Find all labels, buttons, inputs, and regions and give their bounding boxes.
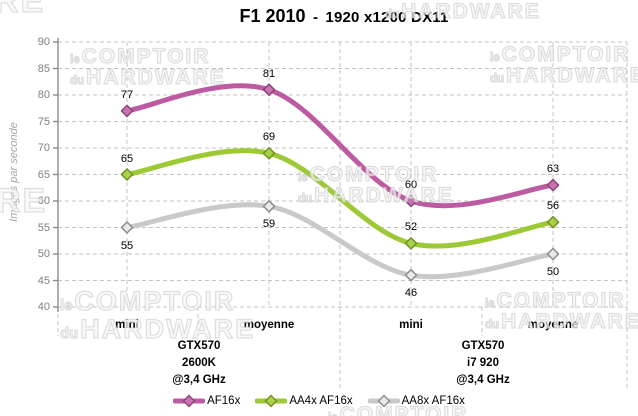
legend-item: AA4x AF16x (255, 394, 353, 408)
legend-item: AF16x (173, 394, 240, 408)
legend-marker-af16x (173, 394, 206, 408)
data-label: 56 (546, 200, 560, 213)
y-tick-label: 55 (37, 221, 50, 234)
data-label: 59 (262, 218, 276, 231)
group-label-line: GTX570 (177, 340, 221, 352)
group-label-line: 2600K (182, 357, 216, 369)
y-tick-label: 70 (37, 142, 50, 154)
data-marker (404, 268, 418, 282)
legend: AF16x AA4x AF16x AA8x AF16x (0, 394, 638, 408)
group-label-line: @3,4 GHz (172, 374, 226, 386)
data-marker (120, 220, 134, 235)
data-label: 46 (404, 287, 418, 300)
legend-item: AA8x AF16x (367, 394, 465, 408)
group-label-line: i7 920 (467, 357, 499, 369)
y-tick-label: 50 (37, 248, 50, 260)
data-marker (262, 83, 276, 97)
group-label: GTX570 i7 920 @3,4 GHz (413, 338, 553, 389)
chart-title-game: F1 2010 (239, 6, 306, 26)
y-tick-label: 75 (37, 115, 50, 128)
y-tick-label: 40 (37, 301, 50, 313)
y-tick-label: 65 (37, 168, 50, 181)
data-label: 52 (404, 221, 418, 234)
data-marker (404, 194, 418, 208)
series-line-aa8x-af16x (124, 202, 556, 280)
data-label: 77 (120, 88, 134, 101)
data-marker (546, 178, 560, 192)
data-marker (262, 146, 276, 160)
y-tick-label: 85 (37, 62, 50, 75)
y-tick-label: 80 (37, 89, 50, 101)
legend-marker-aa4x-af16x (255, 394, 288, 408)
data-label: 81 (262, 67, 276, 80)
data-label: 65 (120, 152, 134, 165)
chart-title: F1 2010 - 1920 x1200 DX11 (58, 6, 630, 27)
data-marker (546, 247, 560, 261)
data-marker (404, 236, 418, 250)
y-tick-label: 60 (37, 195, 50, 207)
data-label: 50 (546, 266, 560, 278)
legend-label: AA8x AF16x (401, 395, 465, 407)
series-line-aa4x-af16x (124, 148, 556, 249)
chart-title-separator: - (312, 9, 318, 26)
group-label-line: GTX570 (461, 340, 505, 352)
category-label: mini (115, 319, 139, 331)
data-label: 55 (120, 239, 134, 252)
data-label: 69 (262, 131, 276, 144)
group-label: GTX570 2600K @3,4 GHz (129, 338, 269, 389)
data-label: 63 (546, 163, 560, 176)
data-marker (120, 104, 134, 118)
category-label: moyenne (527, 319, 579, 331)
y-tick-label: 90 (37, 36, 50, 48)
group-label-line: @3,4 GHz (456, 374, 510, 386)
data-marker (262, 199, 276, 213)
legend-label: AA4x AF16x (289, 395, 353, 407)
y-tick-label: 45 (37, 274, 50, 287)
data-label: 60 (404, 179, 418, 191)
category-label: moyenne (243, 319, 295, 331)
legend-marker-aa8x-af16x (367, 394, 400, 408)
chart-title-resolution: 1920 x1200 DX11 (325, 9, 449, 26)
legend-label: AF16x (207, 395, 241, 407)
data-marker (546, 215, 560, 229)
series-line-af16x (124, 83, 556, 209)
data-marker (120, 167, 134, 182)
category-label: mini (399, 319, 423, 331)
